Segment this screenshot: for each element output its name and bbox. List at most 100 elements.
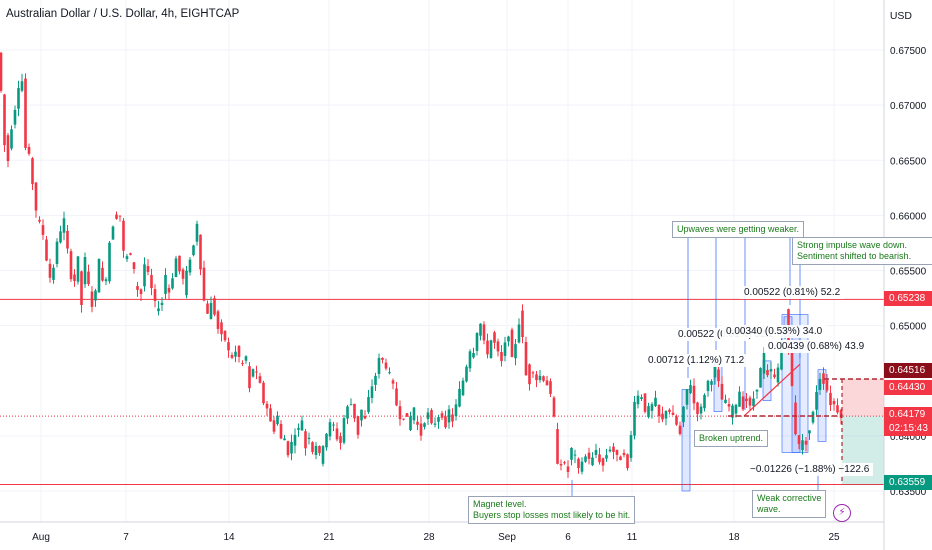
candle-body bbox=[234, 351, 237, 357]
annotation-impulse[interactable]: Strong impulse wave down. Sentiment shif… bbox=[792, 237, 932, 265]
candle-body bbox=[402, 418, 405, 420]
y-tick-label: 0.66500 bbox=[890, 156, 927, 167]
candle-body bbox=[283, 438, 286, 441]
candle-body bbox=[258, 376, 262, 383]
candle-body bbox=[202, 267, 206, 301]
x-tick-label: 21 bbox=[323, 532, 335, 543]
candle-body bbox=[80, 271, 83, 305]
candle-body bbox=[3, 94, 6, 146]
candle-body bbox=[34, 182, 38, 211]
candle-body bbox=[307, 437, 311, 440]
y-tick-label: 0.65000 bbox=[890, 322, 927, 333]
candle-body bbox=[601, 458, 605, 466]
candle-body bbox=[45, 239, 48, 261]
candle-body bbox=[153, 289, 157, 301]
candle-body bbox=[188, 259, 192, 273]
annotation-magnet[interactable]: Magnet level. Buyers stop losses most li… bbox=[468, 496, 636, 524]
candle-body bbox=[626, 454, 629, 469]
candle-body bbox=[108, 242, 111, 282]
candle-body bbox=[696, 402, 699, 415]
candle-body bbox=[279, 423, 283, 439]
candle-body bbox=[41, 225, 45, 235]
annotation-text: Buyers stop losses most likely to be hit… bbox=[473, 510, 631, 520]
candle-body bbox=[752, 398, 755, 407]
candle-body bbox=[125, 256, 129, 260]
candle-body bbox=[76, 256, 80, 282]
candle-body bbox=[759, 368, 762, 388]
candle-body bbox=[13, 109, 17, 125]
uptrend-line bbox=[743, 363, 801, 417]
candle-body bbox=[349, 404, 353, 406]
candle-body bbox=[118, 215, 122, 217]
candle-body bbox=[213, 298, 216, 315]
candle-body bbox=[83, 257, 87, 285]
annotation-broken-uptrend[interactable]: Broken uptrend. bbox=[694, 430, 769, 447]
candle-body bbox=[727, 404, 731, 407]
candle-body bbox=[465, 366, 468, 382]
candle-body bbox=[160, 302, 164, 305]
annotation-weak-corrective[interactable]: Weak corrective wave. bbox=[752, 490, 827, 518]
candle-body bbox=[73, 274, 76, 282]
lightning-icon[interactable]: ⚡ bbox=[833, 504, 851, 522]
candle-body bbox=[839, 410, 843, 418]
candle-body bbox=[514, 344, 517, 359]
candle-body bbox=[132, 262, 136, 270]
candle-body bbox=[741, 396, 745, 410]
candle-body bbox=[675, 416, 678, 425]
candle-body bbox=[811, 411, 815, 423]
candle-body bbox=[181, 269, 185, 279]
candle-body bbox=[661, 413, 664, 420]
x-tick-label: 6 bbox=[565, 532, 571, 543]
candle-body bbox=[556, 429, 559, 464]
candle-body bbox=[311, 442, 314, 452]
countdown-tag: 02:15:43 bbox=[884, 421, 932, 436]
x-tick-label: 14 bbox=[223, 532, 235, 543]
candle-body bbox=[55, 241, 59, 265]
candle-body bbox=[671, 412, 675, 416]
x-tick-label: 11 bbox=[627, 532, 638, 543]
candle-body bbox=[836, 405, 839, 413]
price-tag-high: 0.64516 bbox=[884, 363, 932, 378]
candle-body bbox=[101, 267, 104, 281]
candle-body bbox=[139, 289, 143, 295]
measure-box bbox=[681, 389, 691, 492]
candle-body bbox=[314, 445, 318, 455]
price-tag-level-low: 0.63559 bbox=[884, 475, 932, 490]
candle-body bbox=[227, 342, 230, 351]
candle-body bbox=[699, 406, 703, 414]
candle-body bbox=[335, 428, 339, 440]
candle-body bbox=[423, 423, 426, 427]
measure-label-4: 0.00522 (0.81%) 52.2 bbox=[740, 286, 845, 299]
candle-body bbox=[174, 258, 178, 277]
candle-body bbox=[713, 365, 717, 378]
candle-body bbox=[682, 406, 685, 423]
candle-body bbox=[363, 416, 367, 419]
candle-body bbox=[146, 265, 150, 272]
candle-body bbox=[388, 372, 391, 374]
y-tick-label: 0.65500 bbox=[890, 267, 927, 278]
candle-body bbox=[619, 456, 622, 461]
annotation-upwaves[interactable]: Upwaves were getting weaker. bbox=[672, 221, 805, 238]
candle-body bbox=[531, 372, 535, 374]
candle-body bbox=[377, 358, 381, 374]
candle-body bbox=[444, 416, 447, 428]
candle-body bbox=[90, 291, 94, 307]
candle-body bbox=[580, 461, 584, 472]
candle-body bbox=[269, 408, 272, 422]
candle-body bbox=[209, 303, 213, 320]
stop-loss-zone bbox=[842, 378, 884, 417]
candle-body bbox=[640, 397, 643, 400]
currency-label[interactable]: USD bbox=[889, 10, 912, 22]
candle-body bbox=[339, 436, 342, 443]
candle-body bbox=[801, 440, 804, 451]
candle-body bbox=[104, 279, 108, 282]
candle-body bbox=[87, 271, 90, 284]
candle-body bbox=[720, 383, 724, 400]
candle-body bbox=[48, 263, 52, 278]
candle-body bbox=[633, 401, 636, 436]
candle-body bbox=[332, 424, 335, 426]
candle-body bbox=[262, 382, 265, 404]
candle-body bbox=[822, 373, 825, 384]
